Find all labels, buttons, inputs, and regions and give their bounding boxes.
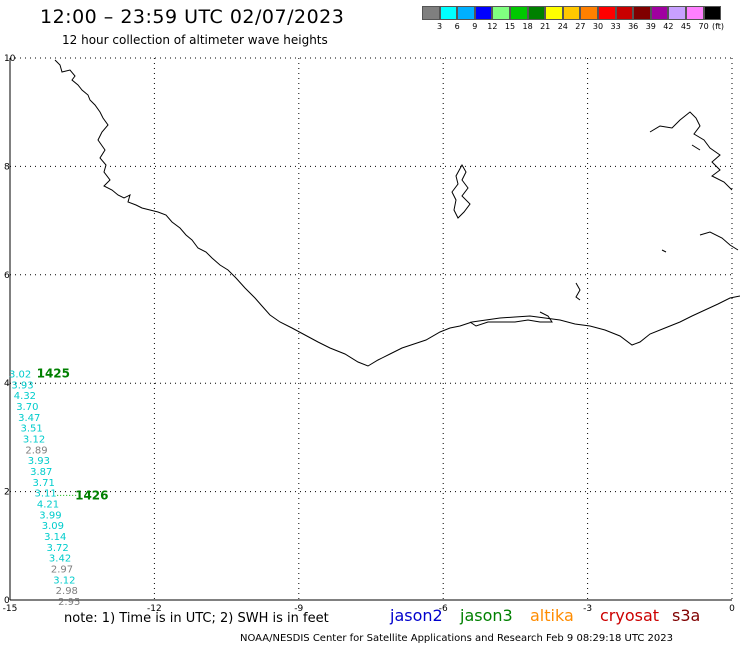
y-tick-label: 6 [4,271,10,281]
color-swatch [598,6,616,20]
swh-label: 3.72 [47,543,69,554]
swh-label: 3.11 [34,489,56,500]
grid-lines [9,57,733,601]
y-tick-label: 4 [4,379,10,389]
color-scale-label: 39 [645,22,656,31]
x-tick-label: -12 [147,604,162,614]
swh-label: 3.12 [53,575,75,586]
color-scale-label: 6 [454,22,460,31]
time-label: 1425 [37,366,70,380]
swh-label: 2.97 [51,565,73,576]
y-tick-label: 8 [4,162,10,172]
swh-label: 3.93 [11,380,33,391]
swh-label: 3.51 [21,424,43,435]
color-scale-label: 33 [610,22,621,31]
color-swatch [457,6,475,20]
color-scale-label: 36 [628,22,639,31]
color-swatch [668,6,686,20]
color-swatch [510,6,528,20]
x-tick-label: 0 [729,604,735,614]
color-scale-label: 45 [680,22,692,31]
x-tick-label: -15 [3,604,18,614]
chart-title: 12:00 – 23:59 UTC 02/07/2023 [40,6,345,28]
swh-label: 3.87 [30,467,52,478]
color-scale-label: 30 [592,22,604,31]
y-tick-label: 10 [4,54,16,64]
swh-label: 3.99 [39,510,61,521]
swh-label: 3.02 [9,369,31,380]
swh-label: 2.98 [56,586,78,597]
color-scale-label: 21 [540,22,551,31]
color-swatch [562,6,581,20]
color-scale-label: 18 [522,22,533,31]
x-tick-label: -6 [439,604,448,614]
color-scale-label: 9 [472,22,478,31]
swh-label: 3.71 [33,478,55,489]
swh-label: 3.12 [23,434,45,445]
footer-credit: NOAA/NESDIS Center for Satellite Applica… [240,633,673,644]
swh-label: 3.42 [49,554,71,565]
color-scale-label: 24 [557,22,568,31]
color-scale-label: 3 [437,22,443,31]
swh-label: 3.09 [42,521,64,532]
color-swatch [545,6,563,20]
color-swatch [615,6,634,20]
color-swatch [633,6,651,20]
color-swatch [474,6,493,20]
satellite-legend-item: jason3 [460,606,513,625]
swh-label: 3.93 [28,456,50,467]
y-tick-label: 2 [4,488,10,498]
color-scale-label: 27 [575,22,586,31]
satellite-legend-item: jason2 [390,606,443,625]
coastline [54,59,740,367]
color-scale-label: 70 [698,22,709,31]
color-swatch [439,6,458,20]
color-swatch [703,6,722,20]
color-swatch [527,6,546,20]
time-label: 1426 [75,488,108,502]
x-tick-label: -3 [583,604,592,614]
swh-label: 3.47 [18,413,40,424]
x-tick-label: -9 [294,604,303,614]
satellite-legend-item: cryosat [600,606,660,625]
color-swatch [686,6,704,20]
swh-label: 4.21 [37,500,59,511]
color-swatch [580,6,598,20]
color-scale-label: 15 [504,22,516,31]
chart-subtitle: 12 hour collection of altimeter wave hei… [62,33,328,47]
color-swatch [492,6,510,20]
color-scale-label: 42 [663,22,674,31]
color-swatch [422,6,440,20]
satellite-legend-item: s3a [672,606,701,625]
color-scale-unit: (ft) [712,22,725,31]
axis-tick-labels: -15 -12 -9 -6 -3 0 0 2 4 6 8 10 [3,54,735,614]
swh-label: 4.32 [14,391,36,402]
satellite-legend-item: altika [530,606,574,625]
swh-label: 3.70 [16,402,38,413]
swh-points: 3.023.934.323.703.473.513.122.893.933.87… [9,366,109,608]
swh-label: 2.89 [25,445,47,456]
color-swatch [650,6,669,20]
footer-note: note: 1) Time is in UTC; 2) SWH is in fe… [64,611,329,626]
swh-label: 3.14 [44,532,66,543]
swh-label: 2.95 [58,597,80,608]
y-tick-label: 0 [4,596,10,606]
color-scale-label: 12 [487,22,498,31]
